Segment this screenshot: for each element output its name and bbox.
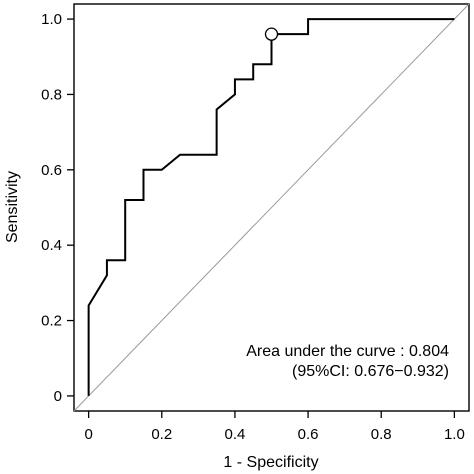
ci-annotation: (95%CI: 0.676−0.932)	[292, 363, 449, 380]
x-tick-label: 0.8	[371, 426, 392, 443]
y-tick-label: 0	[54, 388, 62, 405]
y-tick-label: 0.2	[41, 313, 62, 330]
y-axis-ticks: 0 0.2 0.4 0.6 0.8 1.0	[41, 11, 74, 405]
x-axis-title: 1 - Specificity	[223, 454, 318, 471]
y-tick-label: 1.0	[41, 11, 62, 28]
roc-curve-line	[87, 18, 455, 396]
y-tick-label: 0.6	[41, 162, 62, 179]
x-tick-label: 0	[84, 426, 92, 443]
reference-diagonal-line	[73, 3, 470, 412]
optimal-cutoff-point	[264, 27, 279, 41]
x-tick-label: 1.0	[444, 426, 465, 443]
x-axis-ticks: 0 0.2 0.4 0.6 0.8 1.0	[84, 411, 465, 443]
y-tick-label: 0.4	[41, 237, 62, 254]
x-tick-label: 0.2	[151, 426, 172, 443]
y-axis-title: Sensitivity	[4, 171, 21, 243]
x-tick-label: 0.6	[298, 426, 319, 443]
plot-area-frame	[73, 3, 470, 412]
y-tick-label: 0.8	[41, 86, 62, 103]
x-tick-label: 0.4	[224, 426, 245, 443]
auc-annotation: Area under the curve : 0.804	[246, 343, 449, 360]
